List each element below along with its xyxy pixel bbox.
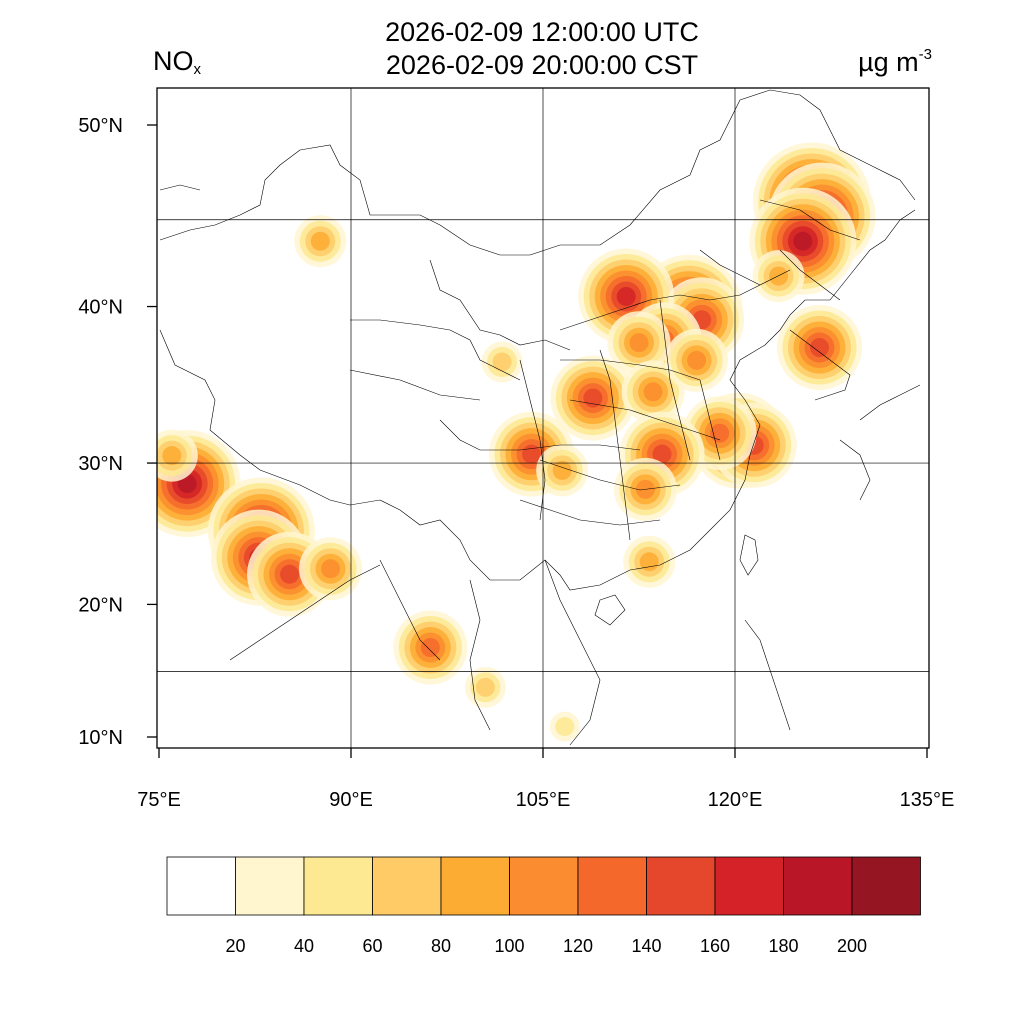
plume-hotspot — [752, 250, 805, 303]
species-label: NOx — [153, 46, 201, 78]
plume-hotspot — [621, 360, 685, 424]
plume-hotspot — [665, 328, 729, 392]
colorbar-swatch — [303, 856, 373, 916]
boundary-lines — [159, 89, 921, 746]
lat-tick-label: 40°N — [78, 297, 123, 319]
colorbar-swatch — [646, 856, 716, 916]
colorbar-label: 140 — [631, 936, 661, 956]
graticule — [157, 88, 929, 748]
species-main: NO — [153, 46, 194, 76]
lat-tick-label: 20°N — [78, 594, 123, 616]
colorbar-swatch — [235, 856, 305, 916]
plume-hotspot — [623, 535, 676, 588]
lon-tick-label: 135°E — [900, 789, 955, 811]
colorbar-swatch — [783, 856, 853, 916]
lat-tick-label: 10°N — [78, 727, 123, 749]
units-superscript: -3 — [918, 46, 932, 63]
lon-tick-label: 75°E — [137, 789, 181, 811]
colorbar-swatch — [440, 856, 510, 916]
colorbar-label: 20 — [225, 936, 245, 956]
plume-hotspot — [607, 311, 671, 375]
colorbar-label: 200 — [837, 936, 867, 956]
lon-tick-label: 120°E — [708, 789, 763, 811]
lat-tick-label: 50°N — [78, 115, 123, 137]
lon-tick-label: 105°E — [516, 789, 571, 811]
colorbar-swatch — [372, 856, 442, 916]
plume-hotspot — [481, 341, 523, 383]
title-local-time: 2026-02-09 20:00:00 CST — [385, 50, 699, 80]
colorbar-label: 160 — [700, 936, 730, 956]
lat-tick-label: 30°N — [78, 453, 123, 475]
units-label: µg m-3 — [858, 46, 932, 78]
plume-hotspot — [464, 666, 506, 708]
colorbar-label: 100 — [494, 936, 524, 956]
colorbar-swatch — [166, 856, 236, 916]
colorbar-swatch — [851, 856, 921, 916]
colorbar-swatch — [509, 856, 579, 916]
plume-layer — [157, 142, 876, 742]
colorbar-label: 60 — [362, 936, 382, 956]
colorbar-label: 180 — [768, 936, 798, 956]
plume-hotspot — [299, 537, 363, 601]
plume-hotspot — [157, 429, 198, 482]
colorbar-label: 40 — [294, 936, 314, 956]
plume-hotspot — [393, 610, 468, 685]
colorbar-swatch — [714, 856, 784, 916]
plume-hotspot — [294, 215, 347, 268]
latitude-axis: 50°N 40°N 30°N 20°N 10°N — [78, 115, 157, 749]
plume-hotspot — [536, 444, 589, 497]
colorbar-label: 80 — [431, 936, 451, 956]
plume-hotspot — [682, 396, 757, 471]
colorbar-swatch — [577, 856, 647, 916]
plume-hotspot — [549, 711, 580, 742]
units-main: µg m — [858, 47, 919, 77]
colorbar-label: 120 — [563, 936, 593, 956]
longitude-axis: 75°E 90°E 105°E 120°E 135°E — [137, 748, 954, 811]
title-utc-time: 2026-02-09 12:00:00 UTC — [385, 17, 699, 47]
species-subscript: x — [193, 61, 202, 78]
lon-tick-label: 90°E — [329, 789, 373, 811]
plume-hotspot — [776, 305, 862, 391]
plume-hotspot — [550, 355, 636, 441]
colorbar: 20 40 60 80 100 120 140 160 180 200 — [166, 856, 921, 956]
